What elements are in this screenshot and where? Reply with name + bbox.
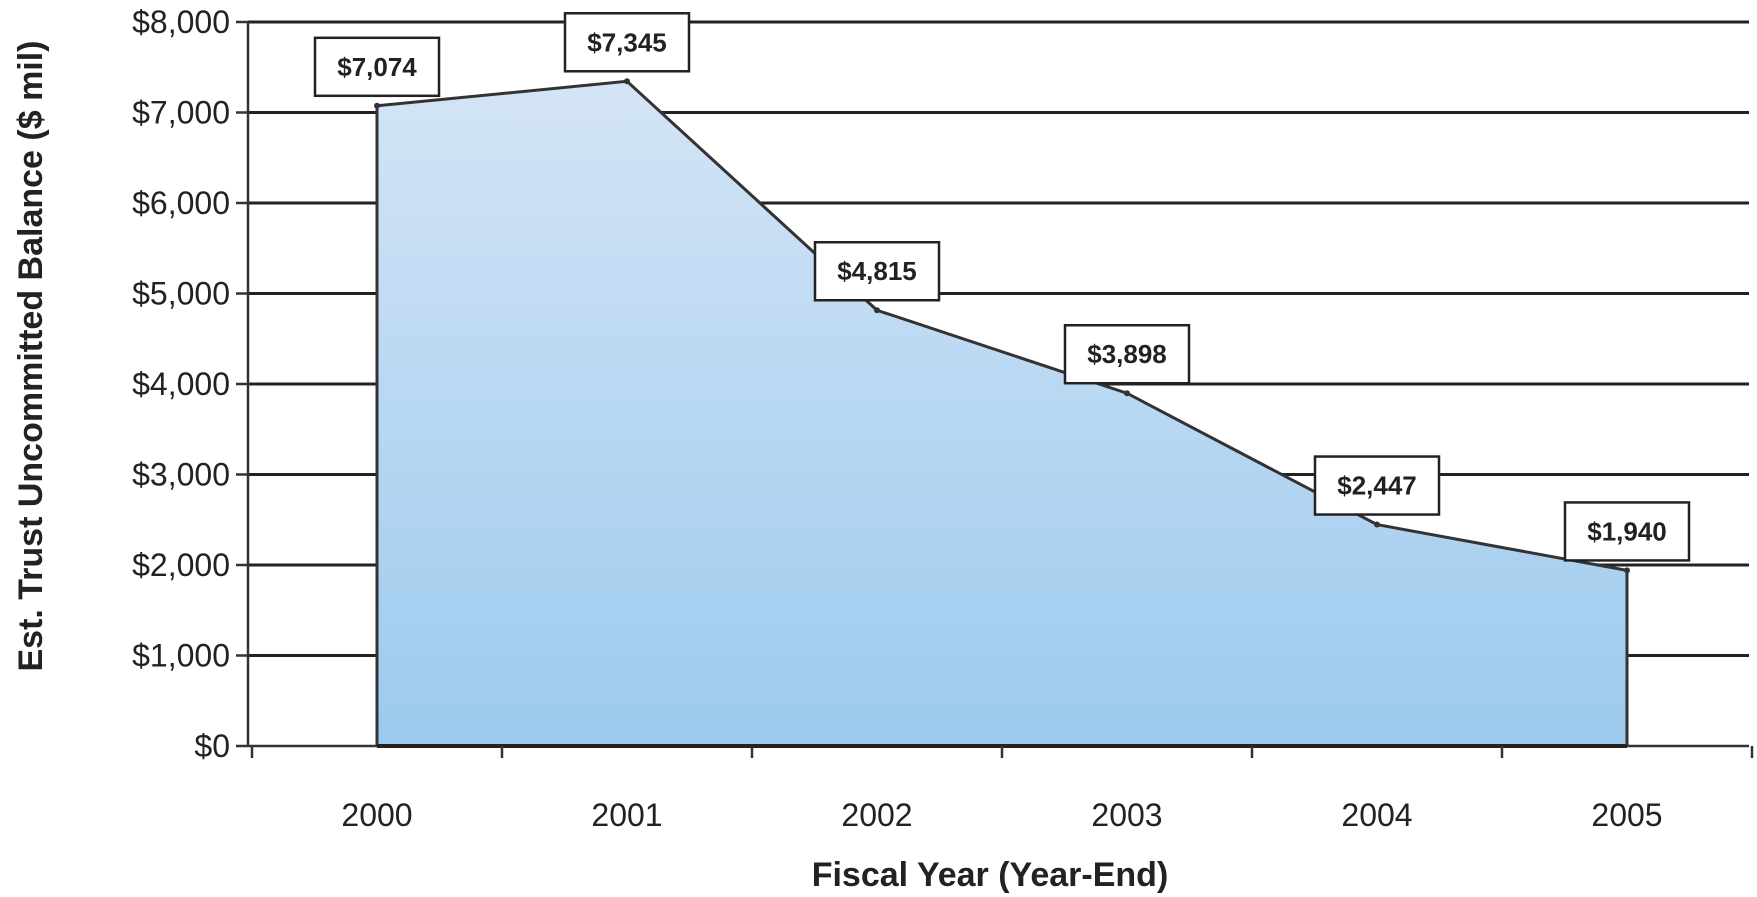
data-label-text: $3,898 — [1087, 339, 1167, 369]
x-tick-label-2004: 2004 — [1341, 797, 1412, 833]
area-series — [374, 78, 1630, 746]
y-tick-label: $8,000 — [132, 4, 230, 40]
y-tick-label: $6,000 — [132, 185, 230, 221]
data-label-2003: $3,898 — [1065, 325, 1189, 383]
data-point-2003 — [1124, 390, 1130, 396]
x-tick-label-2002: 2002 — [841, 797, 912, 833]
y-tick-label: $2,000 — [132, 547, 230, 583]
data-label-text: $4,815 — [837, 256, 917, 286]
y-tick-label: $1,000 — [132, 638, 230, 674]
y-axis-ticks: $0 $1,000 $2,000 $3,000 $4,000 $5,000 $6,000 $7… — [132, 4, 248, 764]
x-axis-ticks: 2000 2001 2002 2003 2004 2005 — [252, 746, 1752, 833]
data-point-2004 — [1374, 522, 1380, 528]
data-label-text: $2,447 — [1337, 471, 1417, 501]
y-tick-label: $7,000 — [132, 95, 230, 131]
x-axis-title: Fiscal Year (Year-End) — [812, 856, 1169, 894]
y-axis-title: Est. Trust Uncommitted Balance ($ mil) — [12, 40, 50, 671]
data-point-2005 — [1624, 567, 1630, 573]
data-point-2001 — [624, 78, 630, 84]
data-label-2002: $4,815 — [815, 242, 939, 300]
x-tick-label-2000: 2000 — [341, 797, 412, 833]
y-tick-label: $0 — [194, 728, 230, 764]
x-tick-label-2003: 2003 — [1091, 797, 1162, 833]
data-point-2002 — [874, 307, 880, 313]
y-tick-label: $3,000 — [132, 457, 230, 493]
area-fill — [377, 81, 1627, 746]
data-point-2000 — [374, 103, 380, 109]
y-tick-label: $4,000 — [132, 366, 230, 402]
data-label-text: $1,940 — [1587, 516, 1667, 546]
data-label-2000: $7,074 — [315, 38, 439, 96]
data-label-text: $7,074 — [337, 52, 417, 82]
data-label-2004: $2,447 — [1315, 457, 1439, 515]
x-tick-label-2001: 2001 — [591, 797, 662, 833]
data-label-2001: $7,345 — [565, 13, 689, 71]
x-tick-label-2005: 2005 — [1591, 797, 1662, 833]
data-label-2005: $1,940 — [1565, 502, 1689, 560]
data-label-text: $7,345 — [587, 27, 667, 57]
y-tick-label: $5,000 — [132, 276, 230, 312]
